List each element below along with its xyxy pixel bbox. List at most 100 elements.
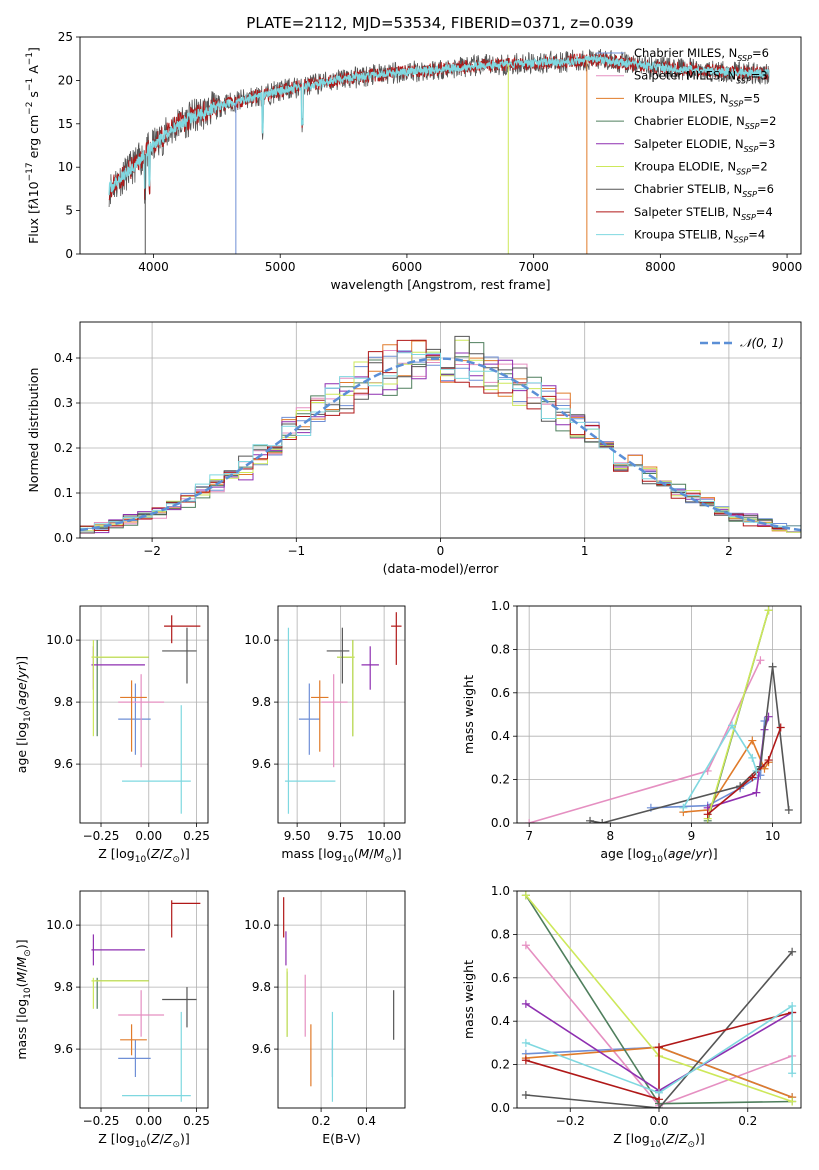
weight-marker [598, 819, 607, 823]
legend-label: 𝒩(0, 1) [740, 336, 784, 350]
y-tick-label: 0.3 [54, 396, 73, 410]
weight_vs_Z-lines [521, 891, 797, 1108]
mass_vs_Z-frame [79, 890, 209, 1109]
mass_vs_Z-errorbars [91, 900, 201, 1102]
weight-series-line [525, 1011, 793, 1101]
legend-label: Kroupa MILES, NSSP=5 [634, 91, 760, 108]
errorbar-point [118, 990, 165, 1037]
x-tick-label: 9 [688, 829, 696, 843]
x-tick-label: 1 [581, 544, 589, 558]
mass_vs_ebv-errorbars [283, 897, 395, 1102]
legend-label: Salpeter STELIB, NSSP=4 [634, 205, 773, 222]
x-axis-label: mass [log10(M/M⊙)] [281, 846, 401, 865]
y-tick-label: 0.0 [491, 816, 510, 830]
weight-marker [586, 816, 595, 823]
weight-marker [784, 805, 793, 814]
errorbar-point [120, 680, 147, 752]
y-tick-label: 0.2 [54, 441, 73, 455]
x-tick-label: 0.2 [738, 1114, 757, 1128]
weight-marker [748, 736, 757, 745]
x-axis-label: Z [log10(Z/Z⊙)] [613, 1131, 705, 1150]
errorbar-point [326, 627, 350, 684]
weight-series-line [525, 951, 793, 1108]
y-axis-label: mass weight [461, 960, 476, 1039]
y-axis-label: age [log10(age/yr)] [14, 656, 33, 773]
errorbar-point [91, 640, 149, 737]
spectrum-series [108, 48, 770, 208]
age_vs_mass-errorbars [284, 612, 402, 814]
weight-marker [752, 788, 761, 797]
y-tick-label: 10.0 [244, 633, 271, 647]
y-tick-label: 9.8 [54, 980, 73, 994]
x-tick-label: 10 [765, 829, 780, 843]
errorbar-point [118, 674, 165, 768]
weight-marker [703, 810, 712, 819]
y-tick-label: 0.4 [54, 351, 73, 365]
spectrum-frame [79, 36, 802, 255]
y-tick-label: 0.4 [491, 729, 510, 743]
errorbar-point [91, 977, 149, 1009]
errorbar-point [171, 900, 201, 938]
legend-label: Salpeter MILES, NSSP=3 [634, 69, 768, 86]
y-tick-label: 20 [58, 73, 73, 87]
errorbar-point [122, 705, 191, 814]
weight-marker [521, 1090, 530, 1099]
errorbar-point [391, 612, 402, 665]
x-tick-label: −0.2 [556, 1114, 585, 1128]
y-tick-label: 0 [65, 247, 73, 261]
x-tick-label: 0.25 [183, 829, 210, 843]
x-axis-label: wavelength [Angstrom, rest frame] [330, 277, 550, 292]
y-tick-label: 25 [58, 30, 73, 44]
weight_vs_age-axes: 7 8 9 10 0.0 0.2 0.4 0.6 0.8 1.0 age [log10(age/yr… [461, 599, 801, 865]
weight-marker [521, 1056, 530, 1065]
errorbar-point [162, 987, 197, 1028]
age_vs_mass-axes: 9.50 9.75 10.00 9.6 9.8 10.0 mass [log10(M/M⊙)… [244, 606, 405, 865]
y-tick-label: 0.8 [491, 927, 510, 941]
mass_vs_Z-axes: −0.25 0.00 0.25 9.6 9.8 10.0 Z [log10(Z/Z⊙)] ma… [14, 891, 210, 1150]
x-tick-label: 2 [725, 544, 733, 558]
x-tick-label: 8 [606, 829, 614, 843]
x-tick-label: 8000 [645, 260, 676, 274]
weight-series-line [707, 727, 782, 815]
y-tick-label: 0.0 [491, 1101, 510, 1115]
x-tick-label: 7000 [518, 260, 549, 274]
spectrum-lines [108, 48, 770, 254]
errorbar-point [91, 934, 145, 966]
x-tick-label: −0.25 [83, 1114, 120, 1128]
y-axis-label: Flux [fλ10−17 erg cm−2 s−1 A−1] [25, 47, 41, 244]
y-tick-label: 9.8 [252, 695, 271, 709]
x-tick-label: 10.00 [367, 829, 401, 843]
errorbar-point [337, 640, 355, 737]
errorbar-point [321, 674, 348, 768]
weight-marker [788, 947, 797, 956]
weight-marker [521, 999, 530, 1008]
errorbar-point [298, 683, 320, 755]
weight-marker [788, 1097, 797, 1106]
weight-series-line [589, 666, 790, 823]
weight-series-line [525, 1004, 793, 1094]
y-axis-label: mass weight [461, 675, 476, 754]
weight-marker [525, 819, 534, 823]
x-tick-label: 6000 [392, 260, 423, 274]
errorbar-point [162, 627, 197, 684]
y-tick-label: 5 [65, 204, 73, 218]
weight_vs_age-frame [516, 605, 802, 824]
weight-marker [752, 766, 761, 775]
weight-marker [521, 1038, 530, 1047]
residuals-frame [79, 321, 802, 539]
normal-curve [80, 357, 801, 532]
spectrum-axes: 4000 5000 6000 7000 8000 9000 0 5 10 15 20 25 wavele… [25, 30, 802, 292]
weight-marker [728, 721, 737, 730]
weight-marker [788, 1002, 797, 1011]
x-tick-label: 5000 [265, 260, 296, 274]
spectrum-series [108, 53, 770, 196]
weight-series-line [706, 610, 770, 819]
y-tick-label: 0.6 [491, 686, 510, 700]
x-axis-label: (data-model)/error [383, 561, 500, 576]
y-tick-label: 1.0 [491, 599, 510, 613]
y-tick-label: 9.6 [54, 757, 73, 771]
y-tick-label: 0.6 [491, 971, 510, 985]
weight-marker [760, 764, 769, 773]
x-tick-label: 0.4 [357, 1114, 376, 1128]
